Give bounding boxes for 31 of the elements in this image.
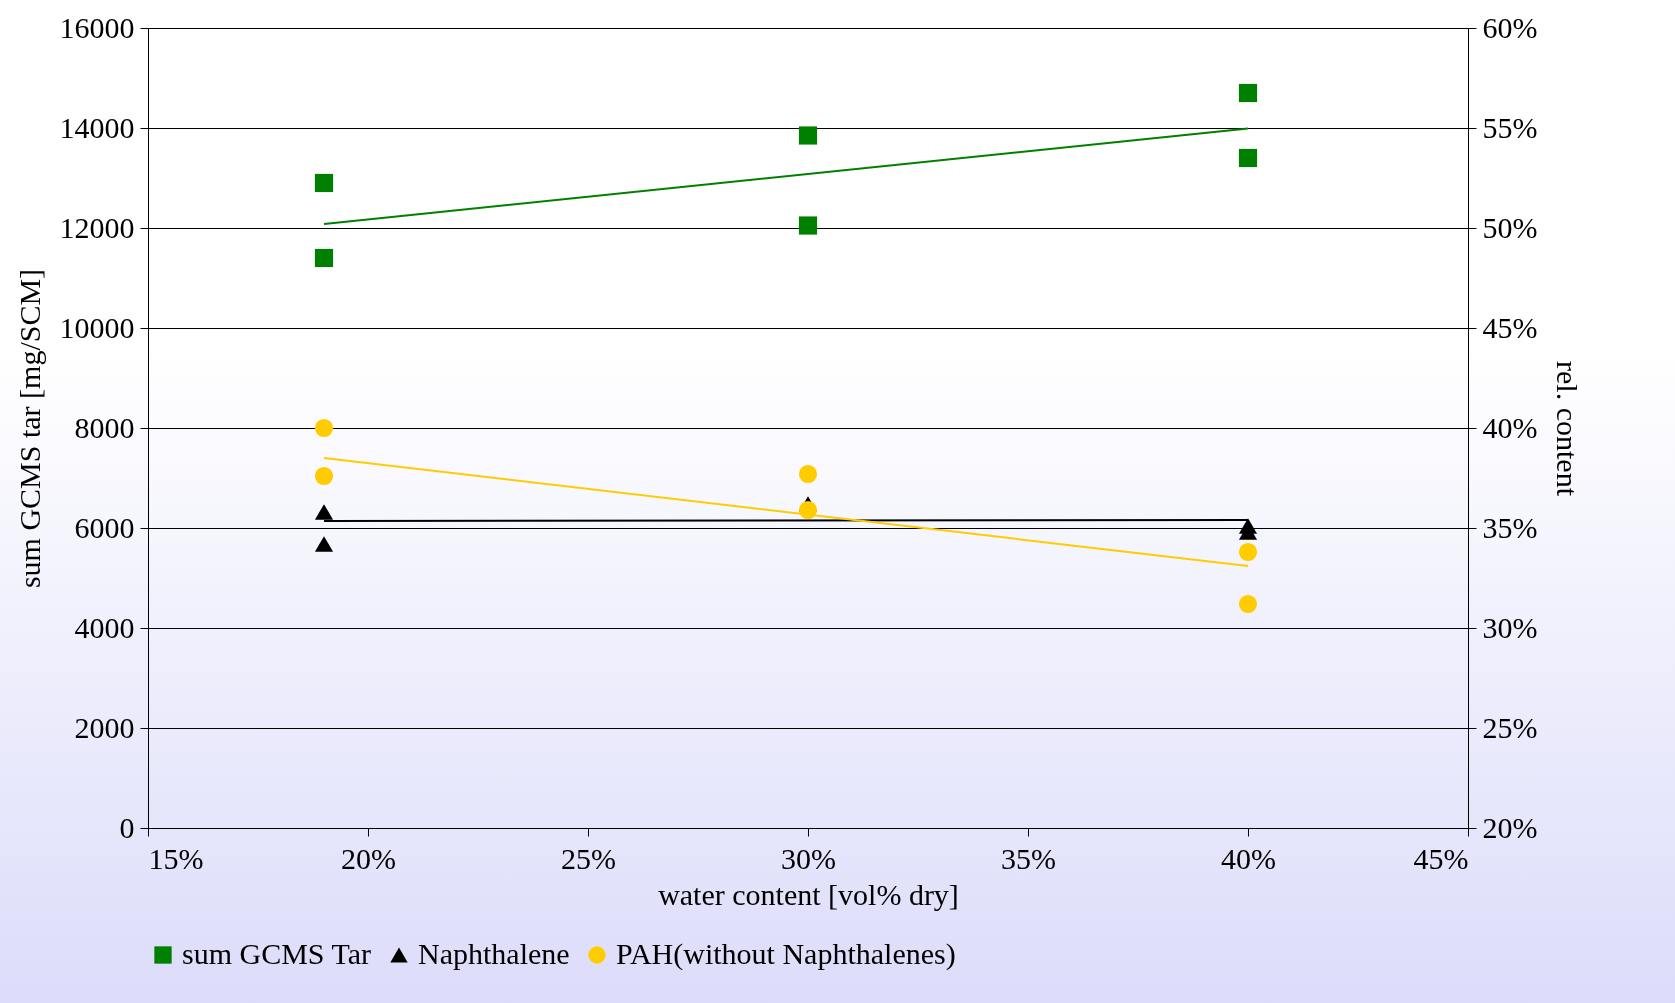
y-tick-label: 12000 [59, 210, 135, 244]
y-tick-label: 16000 [59, 10, 135, 44]
x-tick-label: 15% [148, 841, 204, 875]
x-axis-title: water content [vol% dry] [658, 877, 959, 911]
y-tick-label: 8000 [74, 410, 135, 444]
y2-tick-label: 50% [1482, 210, 1538, 244]
y-tick-label: 10000 [59, 310, 135, 344]
y2-tick-label: 35% [1482, 510, 1538, 544]
y2-tick-label: 60% [1482, 10, 1538, 44]
y-tick-label: 6000 [74, 510, 135, 544]
y2-tick-label: 25% [1482, 710, 1538, 744]
legend-label: Naphthalene [418, 937, 570, 970]
y-tick-label: 2000 [74, 710, 135, 744]
y2-tick-label: 55% [1482, 110, 1538, 144]
x-tick-label: 20% [341, 841, 396, 875]
y-axis-title: sum GCMS tar [mg/SCM] [12, 268, 46, 589]
y-tick-label: 4000 [74, 610, 135, 644]
y-tick-label: 14000 [59, 110, 135, 144]
x-tick-label: 25% [561, 841, 616, 875]
x-tick-label: 45% [1413, 841, 1469, 875]
y2-axis-title: rel. content [1551, 361, 1585, 497]
y2-tick-label: 30% [1482, 610, 1538, 644]
legend-label: PAH(without Naphthalenes) [616, 937, 956, 971]
x-tick-label: 35% [1001, 841, 1056, 875]
y2-tick-label: 40% [1482, 410, 1538, 444]
legend-label: sum GCMS Tar [182, 937, 372, 970]
y2-tick-label: 20% [1482, 810, 1538, 844]
y-tick-label: 0 [119, 810, 135, 844]
x-tick-label: 40% [1221, 841, 1276, 875]
x-tick-label: 30% [781, 841, 836, 875]
y2-tick-label: 45% [1482, 310, 1538, 344]
